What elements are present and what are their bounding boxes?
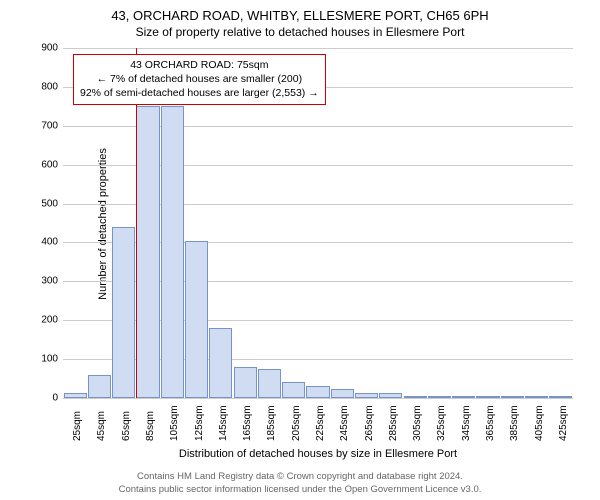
x-tick-label: 385sqm [509,405,520,441]
page-subtitle: Size of property relative to detached ho… [0,23,600,39]
y-tick-label: 400 [41,237,58,248]
histogram-bar [331,389,354,398]
x-tick-label: 285sqm [388,405,399,441]
histogram-bar [525,396,548,398]
y-tick-label: 100 [41,354,58,365]
histogram-bar [64,393,87,398]
y-tick-label: 0 [52,393,58,404]
property-info-box: 43 ORCHARD ROAD: 75sqm← 7% of detached h… [73,54,326,105]
x-tick-label: 425sqm [558,405,569,441]
histogram-bar [476,396,499,398]
x-tick-label: 45sqm [96,411,107,441]
x-tick-label: 145sqm [218,405,229,441]
histogram-bar [379,393,402,398]
x-tick-label: 225sqm [315,405,326,441]
y-tick-label: 200 [41,315,58,326]
x-tick-label: 165sqm [242,405,253,441]
histogram-bar [161,106,184,398]
plot-region: 010020030040050060070080090025sqm45sqm65… [63,48,573,398]
x-tick-label: 25sqm [72,411,83,441]
histogram-bar [549,396,572,398]
footer-line-1: Contains HM Land Registry data © Crown c… [0,471,600,483]
info-box-line: 43 ORCHARD ROAD: 75sqm [80,58,319,72]
x-tick-label: 245sqm [339,405,350,441]
histogram-bar [501,396,524,398]
x-tick-label: 265sqm [364,405,375,441]
info-box-line: ← 7% of detached houses are smaller (200… [80,72,319,86]
x-tick-label: 85sqm [145,411,156,441]
histogram-bar [112,227,135,398]
histogram-bar [452,396,475,398]
y-tick-label: 800 [41,81,58,92]
x-tick-label: 405sqm [534,405,545,441]
x-tick-label: 65sqm [121,411,132,441]
y-tick-label: 500 [41,198,58,209]
histogram-bar [185,241,208,399]
histogram-bar [282,382,305,398]
histogram-bar [428,396,451,398]
footer: Contains HM Land Registry data © Crown c… [0,471,600,496]
grid-line [63,48,573,49]
histogram-bar [355,393,378,398]
y-tick-label: 300 [41,276,58,287]
y-tick-label: 700 [41,120,58,131]
histogram-bar [306,386,329,398]
histogram-bar [88,375,111,398]
histogram-bar [209,328,232,398]
x-tick-label: 205sqm [291,405,302,441]
x-tick-label: 345sqm [461,405,472,441]
footer-line-2: Contains public sector information licen… [0,484,600,496]
page-title: 43, ORCHARD ROAD, WHITBY, ELLESMERE PORT… [0,0,600,23]
x-tick-label: 185sqm [266,405,277,441]
info-box-line: 92% of semi-detached houses are larger (… [80,86,319,100]
chart-area: Number of detached properties 0100200300… [63,48,573,398]
y-tick-label: 900 [41,43,58,54]
x-tick-label: 305sqm [412,405,423,441]
histogram-bar [258,369,281,398]
histogram-bar [136,106,159,398]
y-tick-label: 600 [41,159,58,170]
grid-line [63,398,573,399]
x-tick-label: 365sqm [485,405,496,441]
chart-container: 43, ORCHARD ROAD, WHITBY, ELLESMERE PORT… [0,0,600,500]
x-tick-label: 325sqm [436,405,447,441]
x-tick-label: 125sqm [194,405,205,441]
x-tick-label: 105sqm [169,405,180,441]
histogram-bar [234,367,257,398]
histogram-bar [404,396,427,398]
x-axis-label: Distribution of detached houses by size … [63,448,573,460]
